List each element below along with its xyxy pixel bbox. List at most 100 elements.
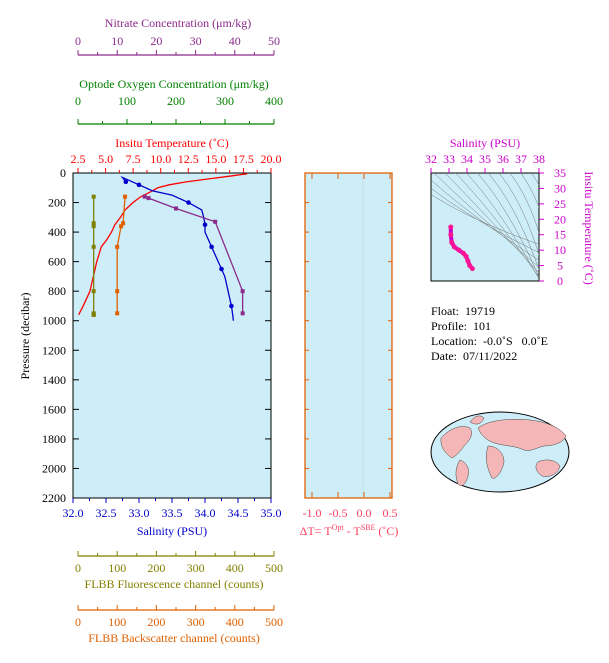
nitrate-tick-label: 40 bbox=[229, 34, 241, 48]
backscatter-tick-label: 500 bbox=[265, 615, 283, 629]
ts-density-contour bbox=[487, 173, 539, 271]
fluorescence-point bbox=[91, 194, 96, 199]
ts-density-contour bbox=[509, 173, 539, 234]
ts-density-contour bbox=[498, 173, 539, 256]
ts-density-contour bbox=[455, 173, 539, 278]
backscatter-tick-label: 100 bbox=[108, 615, 126, 629]
nitrate-point bbox=[142, 194, 147, 199]
pressure-tick-label: 600 bbox=[48, 255, 66, 269]
salinity-tick-label: 34.5 bbox=[228, 506, 249, 520]
temperature-axis: 2.5 5.0 7.5 10.0 12.5 15.0 17.5 20.0 bbox=[71, 152, 282, 173]
profile-value: 101 bbox=[473, 319, 491, 333]
ts-density-contour bbox=[531, 173, 539, 186]
backscatter-point bbox=[123, 194, 128, 199]
map-land-americas-north bbox=[440, 426, 472, 459]
temperature-tick-label: 20.0 bbox=[261, 152, 282, 166]
delta-t-axis: -1.0 -0.5 0.0 0.5 bbox=[303, 172, 398, 520]
delta-t-label-suffix: (˚C) bbox=[375, 524, 398, 538]
ts-density-contour bbox=[431, 194, 539, 245]
ts-temperature-tick-label: 25 bbox=[554, 197, 566, 211]
ts-salinity-tick-label: 34 bbox=[461, 152, 473, 166]
temperature-tick-label: 5.0 bbox=[98, 152, 113, 166]
backscatter-point bbox=[121, 221, 126, 226]
backscatter-point bbox=[119, 224, 124, 229]
fluorescence-tick-label: 200 bbox=[147, 561, 165, 575]
backscatter-axis-label: FLBB Backscatter channel (counts) bbox=[88, 631, 260, 645]
location-label: Location: bbox=[431, 334, 477, 348]
date-label: Date: bbox=[431, 349, 457, 363]
oxygen-axis-label: Optode Oxygen Concentration (μm/kg) bbox=[79, 77, 268, 91]
salinity-point bbox=[136, 182, 142, 188]
fluorescence-tick-label: 300 bbox=[187, 561, 205, 575]
nitrate-axis: 0 10 20 30 40 50 bbox=[75, 34, 280, 55]
ts-density-contour bbox=[476, 173, 539, 278]
pressure-tick-label: 1800 bbox=[42, 432, 66, 446]
ts-point bbox=[451, 244, 457, 250]
pressure-tick-label: 0 bbox=[60, 166, 66, 180]
fluorescence-point bbox=[91, 244, 96, 249]
salinity-tick-label: 32.0 bbox=[63, 506, 84, 520]
salinity-tick-label: 33.0 bbox=[129, 506, 150, 520]
delta-t-axis-label: ΔT= TOpt - TSBE (˚C) bbox=[300, 523, 399, 538]
nitrate-tick-label: 10 bbox=[111, 34, 123, 48]
map-land-africa bbox=[486, 445, 505, 479]
fluorescence-tick-label: 0 bbox=[75, 561, 81, 575]
float-value: 19719 bbox=[465, 304, 496, 318]
ts-temperature-tick-label: 35 bbox=[554, 166, 566, 180]
map-land-eurasia bbox=[477, 419, 567, 451]
salinity-point bbox=[219, 266, 224, 272]
ts-density-contour bbox=[444, 173, 539, 274]
nitrate-point bbox=[174, 206, 178, 211]
fluorescence-tick-label: 100 bbox=[108, 561, 126, 575]
pressure-tick-label: 1600 bbox=[42, 402, 66, 416]
ts-temperature-tick-label: 15 bbox=[554, 228, 566, 242]
delta-t-label-sup1: Opt bbox=[332, 523, 345, 532]
location-value: -0.0˚S 0.0˚E bbox=[482, 334, 548, 348]
oxygen-tick-label: 400 bbox=[265, 94, 283, 108]
delta-t-label-sup2: SBE bbox=[361, 523, 376, 532]
delta-t-tick-label: 0.0 bbox=[357, 506, 372, 520]
backscatter-point bbox=[115, 289, 120, 294]
float-info: Float: 19719 bbox=[431, 304, 495, 319]
salinity-tick-label: 34.0 bbox=[195, 506, 216, 520]
ts-salinity-tick-label: 37 bbox=[515, 152, 527, 166]
pressure-axis-label: Pressure (decibar) bbox=[18, 293, 32, 380]
nitrate-tick-label: 0 bbox=[75, 34, 81, 48]
nitrate-tick-label: 50 bbox=[268, 34, 280, 48]
temperature-axis-label: Insitu Temperature (˚C) bbox=[115, 136, 229, 150]
salinity-point bbox=[229, 303, 234, 309]
ts-density-contour bbox=[466, 173, 539, 280]
nitrate-tick-label: 30 bbox=[190, 34, 202, 48]
map-land-americas-south bbox=[455, 459, 469, 486]
nitrate-point bbox=[240, 289, 245, 294]
salinity-profile-line bbox=[120, 175, 235, 321]
ts-salinity-tick-label: 38 bbox=[533, 152, 545, 166]
backscatter-profile-line bbox=[116, 196, 126, 314]
world-map bbox=[430, 411, 570, 493]
ts-temperature-tick-label: 30 bbox=[554, 181, 566, 195]
ts-point bbox=[463, 253, 469, 259]
backscatter-tick-label: 400 bbox=[226, 615, 244, 629]
ts-density-contours bbox=[431, 173, 539, 280]
pressure-axis: 0 200 400 600 800 1000 1200 1400 1600 1800 2000 220… bbox=[42, 166, 271, 505]
profile-label: Profile: bbox=[431, 319, 467, 333]
temperature-tick-label: 12.5 bbox=[178, 152, 199, 166]
map-land-australia bbox=[535, 459, 561, 477]
ts-point bbox=[448, 232, 454, 238]
ts-salinity-tick-label: 35 bbox=[479, 152, 491, 166]
ts-density-contour bbox=[431, 187, 539, 253]
ts-point bbox=[449, 239, 455, 245]
nitrate-axis-label: Nitrate Concentration (μm/kg) bbox=[105, 16, 251, 30]
profile-plot-area bbox=[72, 172, 272, 499]
profile-info: Profile: 101 bbox=[431, 319, 491, 334]
delta-t-label-prefix: ΔT= T bbox=[300, 524, 333, 538]
oxygen-tick-label: 300 bbox=[216, 94, 234, 108]
temperature-tick-label: 7.5 bbox=[126, 152, 141, 166]
fluorescence-axis: 0 100 200 300 400 500 bbox=[75, 551, 283, 575]
salinity-tick-label: 35.0 bbox=[261, 506, 282, 520]
ts-point bbox=[456, 247, 462, 253]
backscatter-point bbox=[115, 311, 120, 316]
pressure-tick-label: 200 bbox=[48, 196, 66, 210]
